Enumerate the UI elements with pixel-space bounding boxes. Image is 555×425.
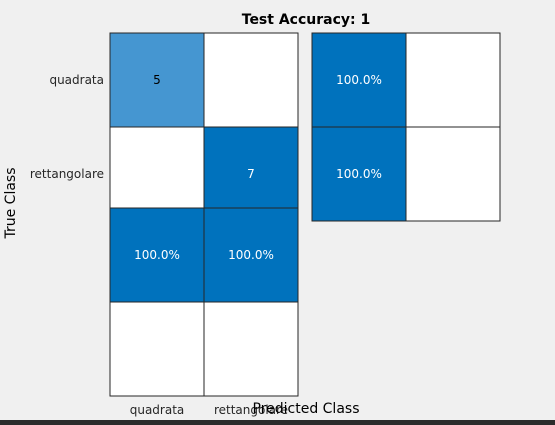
matrix-label: 5: [153, 73, 161, 87]
row-summary-cell: [405, 32, 501, 128]
chart-title: Test Accuracy: 1: [242, 12, 370, 28]
row-summary-cell: [311, 126, 407, 222]
x-tick-labels: quadrata rettangolare: [130, 403, 288, 417]
confusion-matrix: 57: [109, 32, 299, 222]
matrix-label: 7: [247, 167, 255, 181]
matrix-cell: [203, 32, 299, 128]
matrix-cell: [203, 126, 299, 222]
y-tick-label: rettangolare: [30, 167, 104, 181]
column-summary-cell: [109, 301, 205, 397]
window-bottom-edge: [0, 420, 555, 425]
column-summary-cell: [203, 301, 299, 397]
matrix-cell: [109, 126, 205, 222]
column-summary: 100.0% 100.0%: [109, 207, 299, 397]
x-tick-label: rettangolare: [214, 403, 288, 417]
x-tick-label: quadrata: [130, 403, 185, 417]
column-summary-label: 100.0%: [228, 248, 274, 262]
column-summary-cell: [109, 207, 205, 303]
column-summary-cell: [203, 207, 299, 303]
row-summary-label: 100.0%: [336, 73, 382, 87]
row-summary-cell: [405, 126, 501, 222]
row-summary-label: 100.0%: [336, 167, 382, 181]
matrix-cell: [109, 32, 205, 128]
row-summary: 100.0% 100.0%: [311, 32, 501, 222]
y-axis-label: True Class: [3, 167, 19, 239]
y-tick-labels: quadrata rettangolare: [30, 73, 104, 181]
y-tick-label: quadrata: [49, 73, 104, 87]
column-summary-label: 100.0%: [134, 248, 180, 262]
x-axis-label: Predicted Class: [252, 401, 359, 417]
row-summary-cell: [311, 32, 407, 128]
